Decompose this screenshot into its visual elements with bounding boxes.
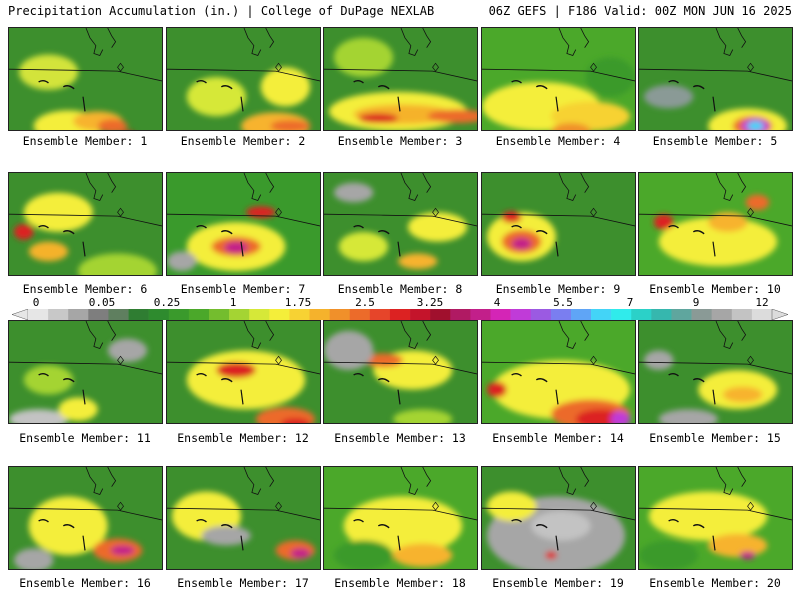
colorbar-tick-label: 1 (229, 296, 237, 309)
colorbar-swatch (731, 309, 753, 320)
colorbar-swatch (188, 309, 210, 320)
colorbar-swatch (570, 309, 592, 320)
ensemble-member-map (481, 172, 636, 276)
colorbar-swatch (48, 309, 69, 320)
colorbar-tick-label: 3.25 (416, 296, 444, 309)
colorbar-swatch (751, 309, 773, 320)
precipitation-colorbar (12, 309, 788, 320)
ensemble-member-label: Ensemble Member: 15 (649, 431, 781, 445)
ensemble-member-map (323, 27, 478, 131)
ensemble-member-label: Ensemble Member: 12 (177, 431, 309, 445)
ensemble-member-map (8, 320, 163, 424)
colorbar-tick-label: 7 (626, 296, 634, 309)
ensemble-member-label: Ensemble Member: 1 (22, 134, 148, 148)
colorbar-tick-label: 0.05 (88, 296, 116, 309)
colorbar-swatch (108, 309, 129, 320)
colorbar-swatch (229, 309, 250, 320)
ensemble-member-label: Ensemble Member: 19 (492, 576, 624, 590)
colorbar-swatch (490, 309, 511, 320)
ensemble-member-map (166, 466, 321, 570)
colorbar-swatch (671, 309, 692, 320)
ensemble-member-map (638, 320, 793, 424)
ensemble-member-map (638, 466, 793, 570)
colorbar-tick-label: 2.5 (355, 296, 375, 309)
ensemble-member-label: Ensemble Member: 11 (19, 431, 151, 445)
colorbar-tick-label: 0 (32, 296, 40, 309)
colorbar-swatch (208, 309, 230, 320)
colorbar-swatch (651, 309, 672, 320)
ensemble-member-label: Ensemble Member: 20 (649, 576, 781, 590)
ensemble-member-map (323, 320, 478, 424)
colorbar-swatch (711, 309, 733, 320)
colorbar-swatch (128, 309, 149, 320)
colorbar-tick-label: 5.5 (553, 296, 573, 309)
ensemble-member-label: Ensemble Member: 6 (22, 282, 148, 296)
ensemble-member-label: Ensemble Member: 17 (177, 576, 309, 590)
ensemble-member-label: Ensemble Member: 9 (495, 282, 621, 296)
colorbar-swatch (410, 309, 431, 320)
colorbar-swatch (591, 309, 612, 320)
colorbar-tick-label: 9 (692, 296, 700, 309)
colorbar-tick-label: 4 (493, 296, 501, 309)
ensemble-member-map (638, 172, 793, 276)
ensemble-member-map (481, 320, 636, 424)
ensemble-member-map (8, 172, 163, 276)
colorbar-swatch (329, 309, 351, 320)
colorbar-swatch (530, 309, 552, 320)
colorbar-swatch (550, 309, 572, 320)
colorbar-swatch (691, 309, 712, 320)
colorbar-swatch (470, 309, 491, 320)
colorbar-swatch (88, 309, 109, 320)
colorbar-swatch (510, 309, 532, 320)
ensemble-member-label: Ensemble Member: 8 (337, 282, 463, 296)
colorbar-max-arrow (771, 309, 788, 320)
colorbar-tick-label: 0.25 (153, 296, 181, 309)
ensemble-member-label: Ensemble Member: 2 (180, 134, 306, 148)
ensemble-member-label: Ensemble Member: 7 (180, 282, 306, 296)
colorbar-swatch (631, 309, 652, 320)
ensemble-member-map (481, 466, 636, 570)
ensemble-member-label: Ensemble Member: 18 (334, 576, 466, 590)
ensemble-member-map (323, 466, 478, 570)
ensemble-member-label: Ensemble Member: 10 (649, 282, 781, 296)
colorbar-swatch (289, 309, 310, 320)
ensemble-member-map (166, 27, 321, 131)
ensemble-member-map (323, 172, 478, 276)
colorbar-swatch (430, 309, 451, 320)
ensemble-member-map (8, 466, 163, 570)
colorbar-tick-label: 12 (755, 296, 769, 309)
colorbar-swatch (249, 309, 270, 320)
colorbar-swatch (68, 309, 89, 320)
colorbar-swatch (349, 309, 371, 320)
ensemble-member-label: Ensemble Member: 3 (337, 134, 463, 148)
colorbar-swatch (168, 309, 190, 320)
colorbar-swatch (269, 309, 290, 320)
colorbar-swatch (28, 309, 49, 320)
ensemble-member-map (638, 27, 793, 131)
colorbar-swatch (450, 309, 471, 320)
colorbar-tick-label: 1.75 (284, 296, 312, 309)
ensemble-member-map (481, 27, 636, 131)
ensemble-member-map (8, 27, 163, 131)
ensemble-member-label: Ensemble Member: 16 (19, 576, 151, 590)
colorbar-swatch (309, 309, 330, 320)
ensemble-member-label: Ensemble Member: 4 (495, 134, 621, 148)
ensemble-member-label: Ensemble Member: 14 (492, 431, 624, 445)
page-title: Precipitation Accumulation (in.) | Colle… (8, 4, 435, 18)
ensemble-member-label: Ensemble Member: 5 (652, 134, 778, 148)
colorbar-swatch (389, 309, 411, 320)
run-info: 06Z GEFS | F186 Valid: 00Z MON JUN 16 20… (488, 4, 792, 18)
ensemble-member-map (166, 172, 321, 276)
ensemble-member-label: Ensemble Member: 13 (334, 431, 466, 445)
colorbar-swatch (369, 309, 391, 320)
colorbar-swatch (611, 309, 632, 320)
ensemble-member-map (166, 320, 321, 424)
colorbar-min-arrow (12, 309, 29, 320)
colorbar-swatch (148, 309, 170, 320)
